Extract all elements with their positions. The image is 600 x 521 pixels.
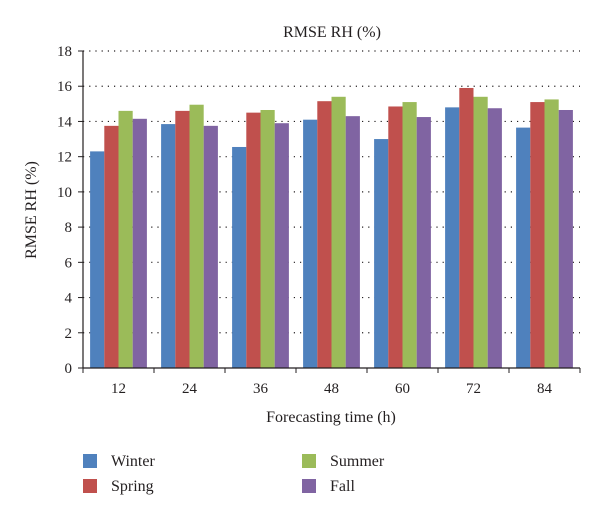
y-axis-title: RMSE RH (%): [23, 161, 40, 259]
bar-winter-36: [232, 146, 247, 368]
bar-fall-12: [132, 118, 147, 368]
bar-fall-48: [345, 116, 360, 369]
bar-spring-84: [530, 102, 545, 369]
bar-winter-84: [516, 127, 531, 368]
y-tick-label: 16: [57, 79, 73, 95]
x-tick-label: 48: [324, 381, 339, 397]
x-tick-label: 12: [111, 381, 126, 397]
y-tick-label: 2: [65, 326, 73, 342]
bar-fall-36: [274, 123, 289, 368]
y-tick-label: 6: [65, 255, 73, 271]
x-tick-label: 24: [182, 381, 198, 397]
bar-winter-48: [303, 119, 318, 368]
bar-winter-60: [374, 139, 389, 368]
bar-spring-36: [246, 112, 261, 368]
y-tick-label: 4: [65, 291, 73, 307]
x-tick-label: 60: [395, 381, 410, 397]
legend-label-winter: Winter: [111, 453, 155, 470]
legend-swatch-fall: [302, 479, 316, 493]
legend: Winter Spring Summer Fall: [83, 453, 385, 495]
bars: [90, 87, 573, 369]
bar-winter-24: [161, 124, 176, 368]
bar-spring-48: [317, 101, 332, 369]
bar-fall-72: [487, 108, 502, 368]
bar-spring-72: [459, 87, 474, 368]
bar-summer-24: [189, 104, 204, 368]
bar-spring-24: [175, 110, 190, 368]
legend-swatch-winter: [83, 454, 97, 468]
bar-spring-60: [388, 106, 403, 368]
bar-fall-60: [416, 117, 431, 369]
x-tick-label: 36: [253, 381, 269, 397]
legend-swatch-spring: [83, 479, 97, 493]
bar-spring-12: [104, 125, 119, 368]
legend-label-fall: Fall: [330, 478, 355, 495]
bar-fall-24: [203, 125, 218, 368]
bar-fall-84: [558, 109, 573, 368]
bar-summer-84: [544, 99, 559, 369]
bar-summer-12: [118, 110, 133, 368]
y-axis-ticks: 0 2 4 6 8 10 12 14 16 18: [57, 44, 83, 377]
chart-title: RMSE RH (%): [283, 24, 381, 41]
bar-summer-60: [402, 102, 417, 369]
bar-winter-12: [90, 151, 105, 368]
bar-summer-36: [260, 109, 275, 368]
legend-label-spring: Spring: [111, 478, 154, 495]
y-tick-label: 12: [57, 150, 72, 166]
y-tick-label: 10: [57, 185, 72, 201]
x-axis-title: Forecasting time (h): [266, 409, 396, 426]
y-tick-label: 0: [65, 361, 73, 377]
x-tick-label: 72: [466, 381, 481, 397]
y-tick-label: 14: [57, 114, 73, 130]
bar-summer-48: [331, 96, 346, 369]
y-tick-label: 8: [65, 220, 73, 236]
legend-swatch-summer: [302, 454, 316, 468]
bar-summer-72: [473, 96, 488, 369]
x-tick-label: 84: [537, 381, 553, 397]
x-axis-ticks: 12 24 36 48 60 72 84: [82, 368, 581, 397]
y-tick-label: 18: [57, 44, 72, 60]
bar-winter-72: [445, 107, 460, 368]
legend-label-summer: Summer: [330, 453, 385, 470]
